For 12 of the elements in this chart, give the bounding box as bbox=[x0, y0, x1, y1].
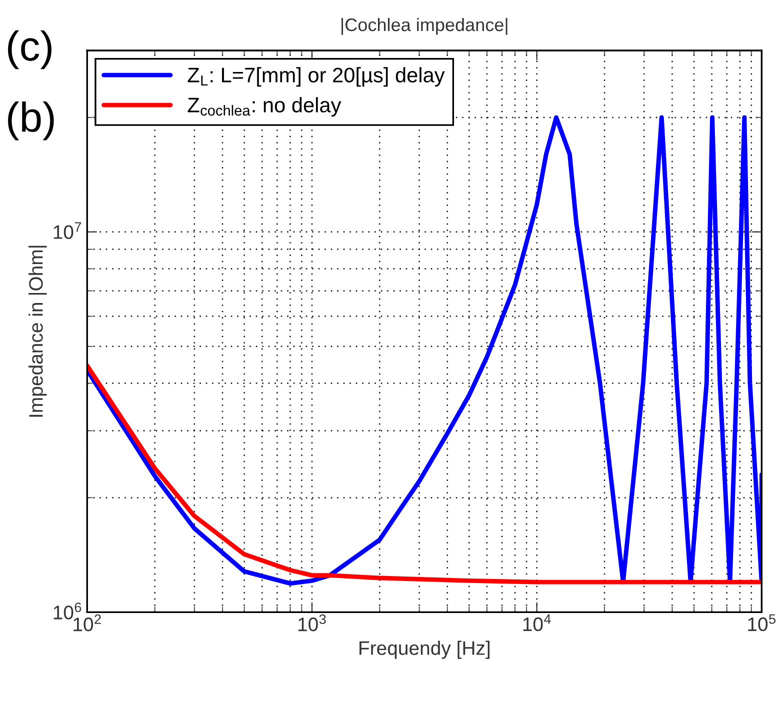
x-tick-label: 10$^{5}$ bbox=[748, 614, 776, 632]
x-tick-label: 10$^{2}$ bbox=[74, 614, 101, 632]
y-tick-label: 10$^{7}$ bbox=[54, 222, 82, 239]
legend-label: Z$_{cochlea}$: no delay bbox=[188, 97, 342, 117]
text: (c) bbox=[8, 30, 52, 70]
legend-label: Z$_{L}$: L=7[mm] or 20[µs] delay bbox=[188, 67, 445, 87]
x-axis-title: Frequendy [Hz] bbox=[360, 640, 490, 659]
x-tick-label: 10$^{4}$ bbox=[523, 614, 551, 632]
chart-title: |Cochlea impedance| bbox=[342, 18, 508, 35]
y-axis-title: Impedance in |Ohm| bbox=[28, 246, 47, 417]
x-tick-label: 10$^{3}$ bbox=[298, 614, 326, 632]
text: (b) bbox=[8, 101, 54, 140]
